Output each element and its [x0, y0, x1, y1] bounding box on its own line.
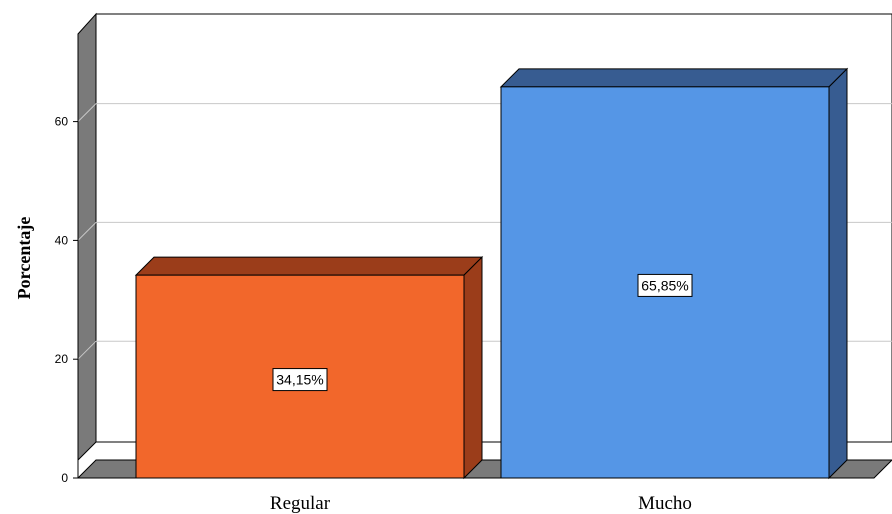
grid-line-wall	[77, 103, 97, 122]
bar-top	[134, 256, 484, 276]
bar-side	[463, 255, 483, 480]
bar-side	[828, 67, 848, 480]
grid-line-wall	[77, 222, 97, 241]
y-tick-label: 20	[55, 352, 69, 366]
x-tick-label: Mucho	[638, 493, 692, 514]
y-tick-label: 60	[55, 115, 69, 129]
y-axis-label: Porcentaje	[14, 217, 34, 300]
bar-top	[499, 68, 849, 88]
y-tick-label: 0	[61, 471, 68, 485]
data-label: 34,15%	[276, 372, 323, 388]
data-label-box	[637, 273, 693, 297]
y-tick-label: 40	[55, 233, 69, 247]
data-label-box	[272, 368, 328, 392]
x-tick-label: Regular	[270, 493, 331, 514]
bar-regular: 34,15%	[134, 255, 484, 480]
bar-mucho: 65,85%	[499, 67, 849, 480]
grid-line-wall	[77, 340, 97, 360]
data-label: 65,85%	[641, 277, 688, 293]
